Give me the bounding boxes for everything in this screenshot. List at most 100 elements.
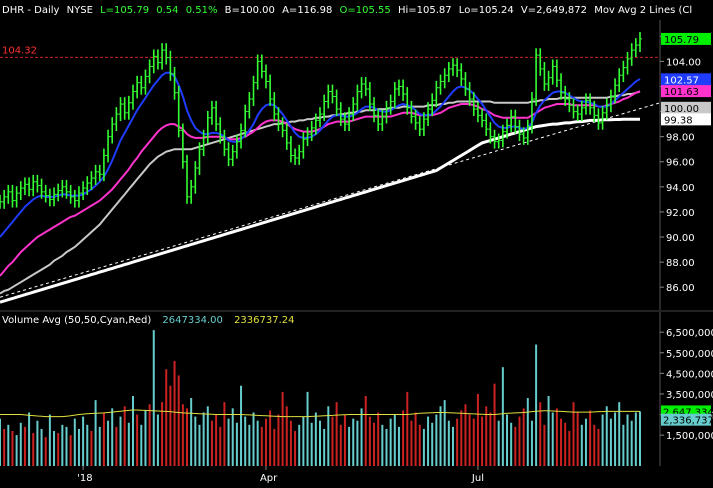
volume-bar <box>90 431 93 466</box>
price-panel[interactable]: 86.00 88.00 90.00 92.00 94.00 96.00 98.00 100.0… <box>0 20 711 310</box>
volume-bar <box>323 428 326 466</box>
date-tick-label: '18 <box>77 473 92 484</box>
volume-bar <box>584 418 587 466</box>
price-bar <box>31 174 36 197</box>
price-bar <box>263 64 268 89</box>
volume-bar <box>614 412 617 466</box>
moving-average-lines <box>0 71 641 304</box>
volume-bar <box>302 416 305 466</box>
volume-bar <box>514 426 517 466</box>
volume-bar <box>339 424 342 466</box>
volume-bar <box>343 414 346 466</box>
price-bar <box>613 78 618 104</box>
volume-bar <box>605 406 608 466</box>
price-bar <box>52 187 57 207</box>
volume-bar <box>364 396 367 466</box>
volume-bar <box>464 404 467 466</box>
volume-tick-label: 4,500,000 <box>666 369 713 380</box>
trendline[interactable] <box>0 102 661 298</box>
bid: B=100.00 <box>225 5 275 16</box>
volume-bar <box>422 428 425 466</box>
volume-bar <box>493 383 496 466</box>
price-bar <box>143 69 148 95</box>
price-bar <box>554 59 559 88</box>
volume-bar <box>186 408 189 466</box>
volume-bar <box>161 402 164 466</box>
volume-bar <box>269 410 272 466</box>
volume-bar <box>227 418 230 466</box>
ma-long1-label: 100.00 <box>664 104 699 115</box>
volume-tick-label: 1,500,000 <box>666 431 713 442</box>
price-bar <box>455 58 460 78</box>
volume-bar <box>111 408 114 466</box>
volume-bar <box>518 416 521 466</box>
price-bar <box>396 79 401 96</box>
volume-bar <box>460 410 463 466</box>
volume-bar <box>310 422 313 466</box>
price-bar <box>617 68 622 93</box>
volume-bar <box>140 424 143 466</box>
volume-bar <box>98 426 101 466</box>
volume-bar <box>609 418 612 466</box>
volume-bar <box>564 422 567 466</box>
volume-bar <box>472 418 475 466</box>
symbol: DHR <box>2 5 24 16</box>
price-bar <box>60 179 65 198</box>
volume-bar <box>7 424 10 466</box>
price-tick-label: 92.00 <box>666 208 695 219</box>
price-bar <box>500 124 505 148</box>
price-tick-label: 98.00 <box>666 133 695 144</box>
volume-bar <box>522 408 525 466</box>
price-bar <box>27 177 32 197</box>
volume-bar <box>61 424 64 466</box>
price-bar <box>155 49 160 70</box>
price-bar <box>484 113 489 137</box>
volume-bar <box>65 426 68 466</box>
volume-bar <box>40 428 43 466</box>
price-bar <box>475 102 480 123</box>
price-bar <box>218 117 223 144</box>
price-bar <box>64 179 69 199</box>
volume-bar <box>102 412 105 466</box>
volume-tick-label: 6,500,000 <box>666 328 713 339</box>
ma-long1-label-bg <box>661 101 711 114</box>
volume-bar <box>289 420 292 466</box>
price-bar <box>122 97 127 120</box>
price-bar <box>405 87 410 115</box>
price-bar <box>538 48 543 76</box>
price-bar <box>459 63 464 86</box>
volume-bars <box>0 330 641 466</box>
volume-bar <box>331 416 334 466</box>
volume-bar <box>69 435 72 466</box>
price-bar <box>492 129 497 149</box>
volume: V=2,649,872 <box>521 5 587 16</box>
last-price: L=105.79 <box>100 5 149 16</box>
volume-panel[interactable]: 1,500,0002,500,0003,500,0004,500,0005,50… <box>0 312 713 466</box>
volume-avg-2: 2336737.24 <box>234 315 294 326</box>
volume-bar <box>148 404 151 466</box>
volume-bar <box>23 426 26 466</box>
volume-bar <box>210 420 213 466</box>
price-bar <box>305 127 310 147</box>
price-bar <box>189 179 194 204</box>
volume-bar <box>443 400 446 466</box>
volume-bar <box>539 402 542 466</box>
price-bar <box>517 119 522 142</box>
price-bar <box>185 154 190 204</box>
price-bar <box>446 62 451 83</box>
ma-short-line <box>0 71 641 238</box>
volume-bar <box>560 418 563 466</box>
price-bar <box>608 89 613 113</box>
volume-bar <box>181 404 184 466</box>
volume-bar <box>165 369 168 466</box>
volume-bar <box>15 435 18 466</box>
open: O=105.55 <box>340 5 391 16</box>
price-bar <box>384 100 389 124</box>
volume-bar <box>476 393 479 466</box>
price-bar <box>130 84 135 110</box>
price-bar <box>193 161 198 194</box>
volume-bar <box>57 433 60 466</box>
high: Hi=105.87 <box>398 5 452 16</box>
